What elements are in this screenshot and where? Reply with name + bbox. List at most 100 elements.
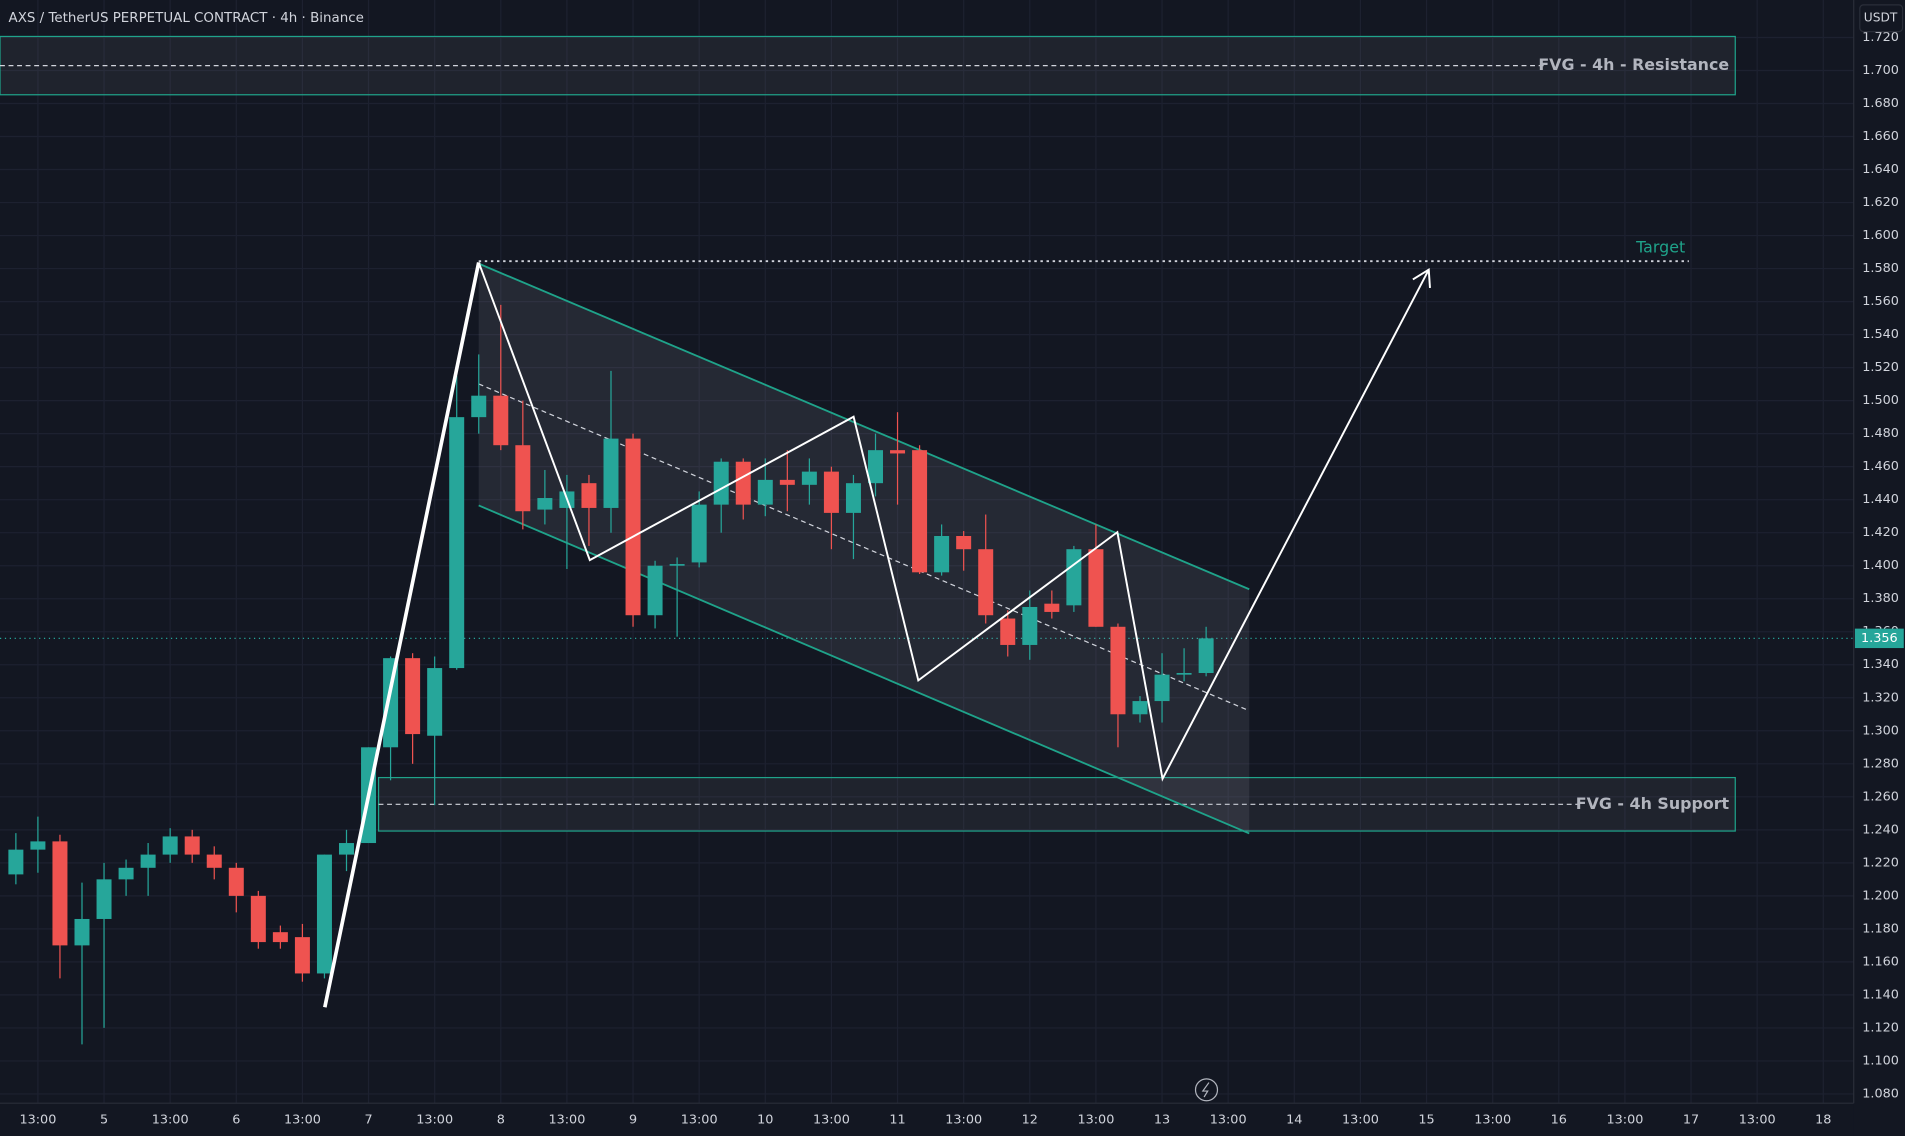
x-tick-label: 13:00 bbox=[1474, 1113, 1511, 1128]
candle-body bbox=[1198, 638, 1214, 674]
y-tick-label: 1.280 bbox=[1862, 756, 1899, 771]
replay-icon[interactable] bbox=[1194, 1078, 1219, 1102]
y-tick-label: 1.340 bbox=[1862, 657, 1899, 672]
x-tick-label: 16 bbox=[1551, 1113, 1567, 1128]
candle-body bbox=[140, 854, 156, 868]
y-tick-label: 1.600 bbox=[1862, 228, 1899, 243]
candle-body bbox=[493, 395, 509, 446]
x-tick-label: 11 bbox=[889, 1113, 905, 1128]
currency-label: USDT bbox=[1864, 11, 1898, 25]
candle-body bbox=[515, 445, 531, 512]
x-tick-label: 13:00 bbox=[548, 1113, 585, 1128]
x-tick-label: 10 bbox=[757, 1113, 773, 1128]
arrow-head bbox=[1412, 268, 1431, 289]
x-tick-label: 14 bbox=[1286, 1113, 1302, 1128]
candle-body bbox=[912, 450, 928, 573]
candle-body bbox=[118, 867, 134, 880]
candle-body bbox=[383, 658, 399, 748]
candle-body bbox=[52, 841, 68, 946]
candle-body bbox=[8, 849, 24, 875]
x-tick-label: 13:00 bbox=[813, 1113, 850, 1128]
y-tick-label: 1.460 bbox=[1862, 459, 1899, 474]
candle-body bbox=[339, 843, 354, 855]
candle-body bbox=[868, 450, 883, 484]
candle-body bbox=[845, 483, 861, 513]
candle-body bbox=[934, 535, 950, 573]
x-tick-label: 17 bbox=[1683, 1113, 1699, 1128]
last-price-label: 1.356 bbox=[1861, 631, 1898, 646]
x-tick-label: 13:00 bbox=[19, 1113, 56, 1128]
x-tick-label: 12 bbox=[1022, 1113, 1038, 1128]
candle-body bbox=[537, 498, 553, 510]
candle-body bbox=[1044, 603, 1060, 612]
y-tick-label: 1.560 bbox=[1862, 294, 1899, 309]
candle-body bbox=[801, 471, 817, 485]
y-tick-label: 1.700 bbox=[1862, 63, 1899, 78]
currency-button[interactable] bbox=[1859, 4, 1904, 33]
candle-body bbox=[735, 461, 751, 505]
y-tick-label: 1.080 bbox=[1862, 1086, 1899, 1101]
resistance-label: FVG - 4h - Resistance bbox=[1538, 55, 1729, 74]
x-tick-label: 13:00 bbox=[1342, 1113, 1379, 1128]
x-tick-label: 7 bbox=[364, 1113, 372, 1128]
y-tick-label: 1.400 bbox=[1862, 558, 1899, 573]
candle-body bbox=[471, 395, 487, 418]
x-tick-label: 5 bbox=[100, 1113, 108, 1128]
x-tick-label: 13:00 bbox=[1606, 1113, 1643, 1128]
y-tick-label: 1.660 bbox=[1862, 129, 1899, 144]
candle-body bbox=[162, 836, 178, 855]
candle-body bbox=[625, 438, 641, 616]
candle-body bbox=[757, 479, 773, 505]
candle-body bbox=[669, 564, 685, 566]
y-tick-label: 1.300 bbox=[1862, 723, 1899, 738]
replay-icon-bolt bbox=[1201, 1082, 1210, 1098]
y-tick-label: 1.200 bbox=[1862, 888, 1899, 903]
x-tick-label: 13:00 bbox=[1210, 1113, 1247, 1128]
candle-body bbox=[316, 854, 332, 974]
candle-body bbox=[956, 535, 972, 550]
candle-body bbox=[1176, 673, 1192, 675]
x-tick-label: 13 bbox=[1154, 1113, 1170, 1128]
zigzag-path bbox=[477, 262, 1430, 782]
x-tick-label: 13:00 bbox=[681, 1113, 718, 1128]
x-tick-label: 6 bbox=[232, 1113, 240, 1128]
x-tick-label: 15 bbox=[1418, 1113, 1434, 1128]
candle-body bbox=[96, 879, 112, 919]
candle-body bbox=[250, 895, 266, 943]
y-tick-label: 1.580 bbox=[1862, 261, 1899, 276]
candle-body bbox=[647, 565, 663, 616]
channel-upper bbox=[478, 262, 1250, 591]
candle-body bbox=[581, 483, 597, 508]
candle-body bbox=[890, 450, 906, 454]
x-tick-label: 13:00 bbox=[1077, 1113, 1114, 1128]
candle-body bbox=[74, 918, 90, 946]
candle-body bbox=[603, 438, 619, 508]
candle-body bbox=[823, 471, 839, 513]
candle-body bbox=[1022, 606, 1038, 645]
y-tick-label: 1.440 bbox=[1862, 492, 1899, 507]
y-tick-label: 1.100 bbox=[1862, 1053, 1899, 1068]
candle-body bbox=[30, 841, 46, 850]
y-tick-label: 1.500 bbox=[1862, 393, 1899, 408]
candle-body bbox=[1132, 701, 1148, 715]
y-tick-label: 1.120 bbox=[1862, 1020, 1899, 1035]
y-tick-label: 1.260 bbox=[1862, 789, 1899, 804]
candle-body bbox=[427, 668, 443, 736]
candle-body bbox=[228, 867, 244, 896]
y-tick-label: 1.160 bbox=[1862, 954, 1899, 969]
candle-body bbox=[1066, 549, 1082, 606]
last-price-tag bbox=[1854, 628, 1904, 649]
y-tick-label: 1.220 bbox=[1862, 855, 1899, 870]
candle-body bbox=[449, 417, 465, 669]
x-tick-label: 8 bbox=[497, 1113, 505, 1128]
x-tick-label: 9 bbox=[629, 1113, 637, 1128]
candle-body bbox=[294, 937, 310, 974]
candle-body bbox=[405, 658, 421, 735]
candle-body bbox=[206, 854, 222, 868]
candle-body bbox=[1110, 626, 1126, 715]
y-tick-label: 1.380 bbox=[1862, 591, 1899, 606]
y-tick-label: 1.420 bbox=[1862, 525, 1899, 540]
x-tick-label: 13:00 bbox=[152, 1113, 189, 1128]
x-tick-label: 13:00 bbox=[284, 1113, 321, 1128]
